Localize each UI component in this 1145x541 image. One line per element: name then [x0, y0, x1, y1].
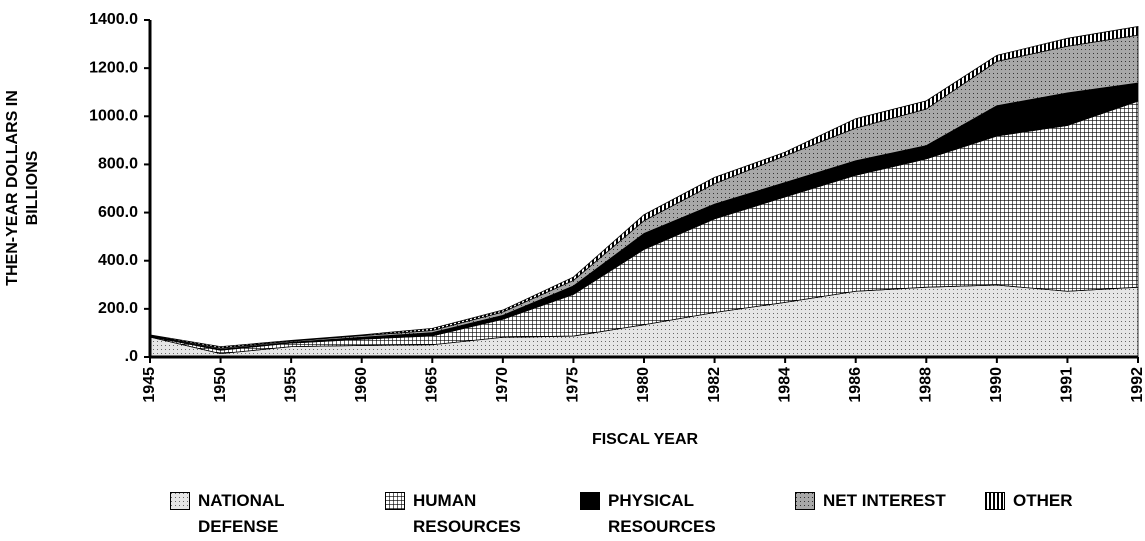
x-tick-label: 1950: [212, 367, 229, 403]
x-tick-label: 1990: [988, 367, 1005, 403]
y-tick-label: 800.0: [98, 156, 138, 173]
legend-item: NET INTEREST: [795, 488, 946, 514]
y-tick-label: .0: [125, 348, 138, 365]
y-tick-label: 600.0: [98, 204, 138, 221]
x-tick-label: 1975: [565, 367, 582, 403]
legend-swatch: [985, 492, 1005, 510]
x-tick-label: 1955: [282, 367, 299, 403]
legend: NATIONAL DEFENSE HUMAN RESOURCES PHYSICAL …: [0, 488, 1145, 538]
legend-label: HUMAN RESOURCES: [413, 491, 521, 536]
legend-item: NATIONAL DEFENSE: [170, 488, 328, 540]
x-tick-label: 1965: [424, 367, 441, 403]
x-tick-label: 1945: [141, 367, 158, 403]
legend-label: OTHER: [1013, 491, 1073, 510]
legend-label: NATIONAL DEFENSE: [198, 491, 285, 536]
x-tick-label: 1992: [1129, 367, 1145, 403]
x-tick-label: 1982: [706, 367, 723, 403]
x-tick-label: 1984: [776, 367, 793, 403]
legend-item: HUMAN RESOURCES: [385, 488, 543, 540]
y-tick-label: 1400.0: [89, 11, 138, 28]
y-tick-label: 200.0: [98, 300, 138, 317]
x-tick-label: 1970: [494, 367, 511, 403]
area: [149, 26, 1139, 349]
y-tick-label: 400.0: [98, 252, 138, 269]
y-axis-title: THEN-YEAR DOLLARS IN BILLIONS: [4, 90, 41, 286]
y-tick-label: 1000.0: [89, 108, 138, 125]
y-tick-label: 1200.0: [89, 59, 138, 76]
legend-item: PHYSICAL RESOURCES: [580, 488, 738, 540]
legend-label: PHYSICAL RESOURCES: [608, 491, 716, 536]
legend-swatch: [385, 492, 405, 510]
x-tick-label: 1986: [847, 367, 864, 403]
x-tick-label: 1991: [1059, 367, 1076, 403]
legend-swatch: [170, 492, 190, 510]
x-tick-label: 1960: [353, 367, 370, 403]
x-axis-title: FISCAL YEAR: [592, 431, 699, 448]
legend-label: NET INTEREST: [823, 491, 946, 510]
x-tick-label: 1988: [918, 367, 935, 403]
legend-swatch: [580, 492, 600, 510]
chart: THEN-YEAR DOLLARS IN BILLIONS FISCAL YEAR…: [4, 11, 1145, 448]
x-tick-label: 1980: [635, 367, 652, 403]
legend-item: OTHER: [985, 488, 1073, 514]
legend-swatch: [795, 492, 815, 510]
